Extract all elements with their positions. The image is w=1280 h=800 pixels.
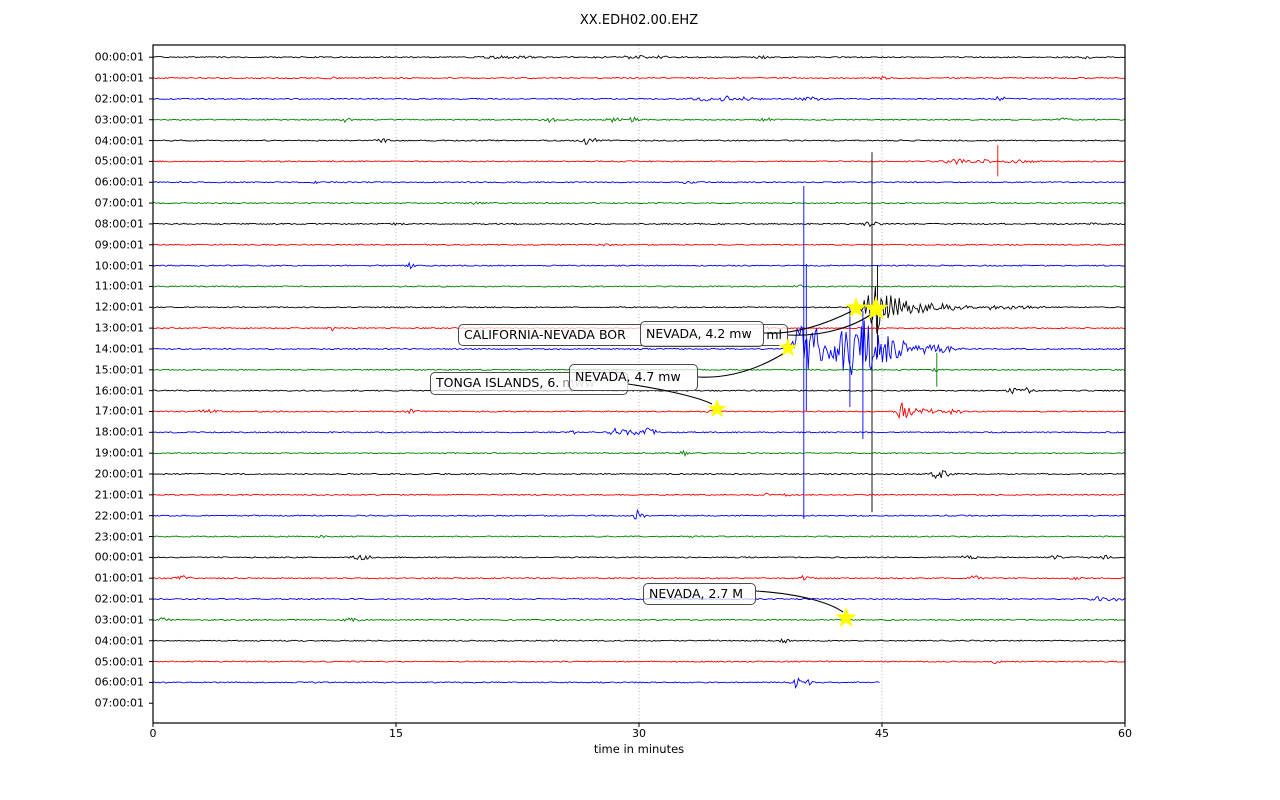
y-tick-label: 03:00:01 [94, 113, 144, 127]
x-tick-label: 45 [875, 727, 889, 740]
y-tick-label: 02:00:01 [94, 592, 144, 606]
event-label: NEVADA, 4.2 mw [646, 325, 752, 341]
x-tick-label: 15 [389, 727, 403, 740]
y-tick-label: 20:00:01 [94, 467, 144, 481]
event-annotation-nevada-2-7: NEVADA, 2.7 M [643, 583, 756, 605]
y-tick-label: 00:00:01 [94, 550, 144, 564]
y-tick-label: 17:00:01 [94, 404, 144, 418]
y-tick-label: 03:00:01 [94, 613, 144, 627]
y-tick-label: 10:00:01 [94, 259, 144, 273]
y-tick-label: 01:00:01 [94, 71, 144, 85]
y-tick-label: 11:00:01 [94, 279, 144, 293]
chart-title: XX.EDH02.00.EHZ [579, 13, 699, 28]
x-tick-label: 60 [1118, 727, 1132, 740]
y-tick-label: 06:00:01 [94, 675, 144, 689]
event-star-marker [845, 297, 867, 317]
event-connector-arrow [787, 312, 874, 336]
x-tick-label: 0 [149, 727, 157, 740]
event-connector-arrow [697, 351, 787, 378]
y-tick-label: 01:00:01 [94, 571, 144, 585]
event-connector-arrow [755, 590, 844, 613]
y-tick-label: 08:00:01 [94, 217, 144, 231]
event-label: NEVADA, 2.7 M [649, 585, 744, 601]
event-label: TONGA ISLANDS, 6. [436, 375, 560, 391]
event-star-marker [835, 607, 857, 627]
y-tick-label: 05:00:01 [94, 154, 144, 168]
y-tick-label: 21:00:01 [94, 488, 144, 502]
y-tick-label: 05:00:01 [94, 655, 144, 669]
y-tick-label: 02:00:01 [94, 92, 144, 106]
y-tick-label: 19:00:01 [94, 446, 144, 460]
y-tick-label: 16:00:01 [94, 384, 144, 398]
y-tick-label: 06:00:01 [94, 175, 144, 189]
event-label: NEVADA, 4.7 mw [575, 369, 681, 385]
event-annotation-nevada-4-2: NEVADA, 4.2 mw [640, 321, 764, 347]
y-tick-label: 22:00:01 [94, 509, 144, 523]
y-tick-label: 09:00:01 [94, 238, 144, 252]
y-tick-label: 13:00:01 [94, 321, 144, 335]
event-star-marker [863, 296, 889, 320]
y-tick-label: 04:00:01 [94, 134, 144, 148]
y-tick-label: 12:00:01 [94, 300, 144, 314]
event-label-prefix: CALIFORNIA-NEVADA BOR [464, 326, 626, 342]
x-tick-label: 30 [632, 727, 646, 740]
y-tick-label: 23:00:01 [94, 530, 144, 544]
y-tick-label: 04:00:01 [94, 634, 144, 648]
event-star-marker [707, 399, 727, 418]
y-tick-label: 18:00:01 [94, 425, 144, 439]
event-label-suffix: ml [766, 326, 782, 342]
x-axis-title: time in minutes [593, 742, 685, 756]
y-tick-label: 15:00:01 [94, 363, 144, 377]
y-tick-label: 14:00:01 [94, 342, 144, 356]
event-annotation-nevada-4-7: NEVADA, 4.7 mw [569, 364, 698, 391]
y-tick-label: 07:00:01 [94, 196, 144, 210]
y-tick-label: 07:00:01 [94, 696, 144, 710]
y-tick-label: 00:00:01 [94, 50, 144, 64]
